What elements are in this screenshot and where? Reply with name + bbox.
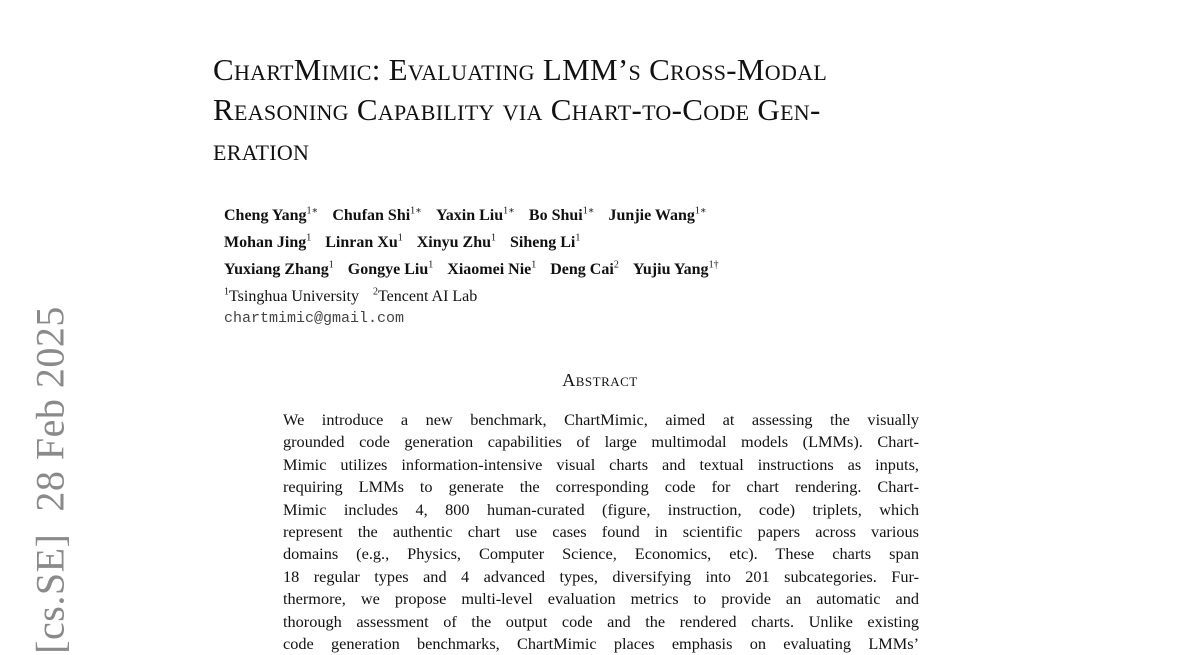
affiliation-name: Tsinghua University (229, 287, 359, 305)
author-affiliation-mark: 1 (328, 259, 334, 271)
author: Junjie Wang1∗ (608, 206, 707, 225)
author-name: Chufan Shi (332, 207, 411, 225)
author-name: Siheng Li (509, 234, 576, 252)
author: Yujiu Yang1† (632, 259, 719, 278)
author-name: Bo Shui (528, 207, 583, 225)
abstract-line: requiring LMMs to generate the correspon… (283, 477, 919, 497)
author-name: Yaxin Liu (435, 207, 504, 225)
contact-email[interactable]: chartmimic@gmail.com (224, 310, 405, 328)
author-row: Cheng Yang1∗ Chufan Shi1∗ Yaxin Liu1∗ Bo Sh… (224, 201, 733, 228)
author: Xinyu Zhu1 (416, 232, 496, 252)
author-name: Mohan Jing (224, 234, 307, 252)
author: Linran Xu1 (325, 232, 403, 252)
author-affiliation-mark: 1∗ (694, 206, 707, 217)
author: Mohan Jing1 (224, 232, 312, 252)
affiliation: 2Tencent AI Lab (372, 286, 478, 305)
author: Cheng Yang1∗ (224, 206, 319, 225)
author: Bo Shui1∗ (528, 206, 595, 225)
author: Siheng Li1 (509, 232, 581, 252)
abstract-line: represent the authentic chart use cases … (283, 522, 919, 542)
author: Deng Cai2 (550, 259, 619, 278)
author-row: Yuxiang Zhang1 Gongye Liu1 Xiaomei Nie1 Den… (224, 255, 733, 282)
author-affiliation-mark: 1∗ (582, 206, 595, 217)
author-name: Yujiu Yang (632, 260, 709, 278)
author-name: Gongye Liu (347, 260, 429, 278)
abstract-line: 18 regular types and 4 advanced types, d… (283, 566, 919, 586)
affiliation: 1Tsinghua University (224, 286, 359, 305)
affiliation-mark: 1 (224, 286, 229, 298)
abstract-body: We introduce a new benchmark, ChartMimic… (283, 409, 919, 655)
abstract-line: thorough assessment of the output code a… (283, 611, 919, 631)
author: Yuxiang Zhang1 (224, 259, 334, 278)
title-line: Reasoning Capability via Chart-to-Code G… (213, 92, 821, 127)
author-name: Linran Xu (325, 234, 398, 252)
author-row: Mohan Jing1 Linran Xu1 Xinyu Zhu1 Siheng Li… (224, 228, 733, 255)
abstract-heading: Abstract (562, 370, 638, 390)
author-name: Cheng Yang (224, 207, 307, 225)
abstract-line: domains (e.g., Physics, Computer Science… (283, 544, 919, 564)
author-affiliation-mark: 1† (708, 259, 719, 271)
author-block: Cheng Yang1∗ Chufan Shi1∗ Yaxin Liu1∗ Bo Sh… (224, 201, 733, 331)
paper-title: ChartMimic: Evaluating LMM’s Cross-Modal… (213, 50, 827, 170)
title-line: eration (213, 132, 310, 167)
abstract-line: grounded code generation capabilities of… (283, 432, 919, 452)
author-affiliation-mark: 1 (397, 232, 403, 244)
author-affiliation-mark: 1 (306, 232, 312, 244)
arxiv-stamp: [cs.SE] 28 Feb 2025 (27, 306, 74, 654)
author-affiliation-mark: 1∗ (503, 206, 515, 217)
author-name: Junjie Wang (608, 207, 695, 225)
author: Gongye Liu1 (347, 259, 434, 278)
abstract-line: We introduce a new benchmark, ChartMimic… (283, 410, 919, 429)
author-affiliation-mark: 1 (575, 232, 581, 244)
author: Yaxin Liu1∗ (435, 206, 515, 225)
abstract-line: thermore, we propose multi-level evaluat… (283, 589, 919, 609)
author-name: Xinyu Zhu (416, 234, 491, 252)
author: Xiaomei Nie1 (447, 259, 537, 278)
author-affiliation-mark: 1∗ (306, 206, 319, 217)
author-affiliation-mark: 1∗ (410, 206, 422, 217)
arxiv-date: 28 Feb 2025 (27, 306, 73, 512)
author-affiliation-mark: 2 (613, 259, 619, 271)
affiliation-name: Tencent AI Lab (377, 287, 478, 305)
author-affiliation-mark: 1 (531, 259, 537, 271)
author-name: Yuxiang Zhang (224, 260, 329, 278)
author-name: Deng Cai (550, 260, 614, 278)
title-line: ChartMimic: Evaluating LMM’s Cross-Modal (213, 52, 828, 87)
author: Chufan Shi1∗ (332, 206, 422, 225)
abstract-line: Mimic utilizes information-intensive vis… (283, 454, 919, 474)
arxiv-category: [cs.SE] (27, 533, 73, 654)
abstract-line: Mimic includes 4, 800 human-curated (fig… (283, 499, 919, 519)
abstract-line: code generation benchmarks, ChartMimic p… (283, 634, 919, 654)
author-name: Xiaomei Nie (447, 260, 532, 278)
affiliations: 1Tsinghua University 2Tencent AI Lab (224, 281, 733, 308)
affiliation-mark: 2 (372, 286, 378, 298)
author-affiliation-mark: 1 (490, 232, 496, 244)
author-affiliation-mark: 1 (428, 259, 434, 271)
